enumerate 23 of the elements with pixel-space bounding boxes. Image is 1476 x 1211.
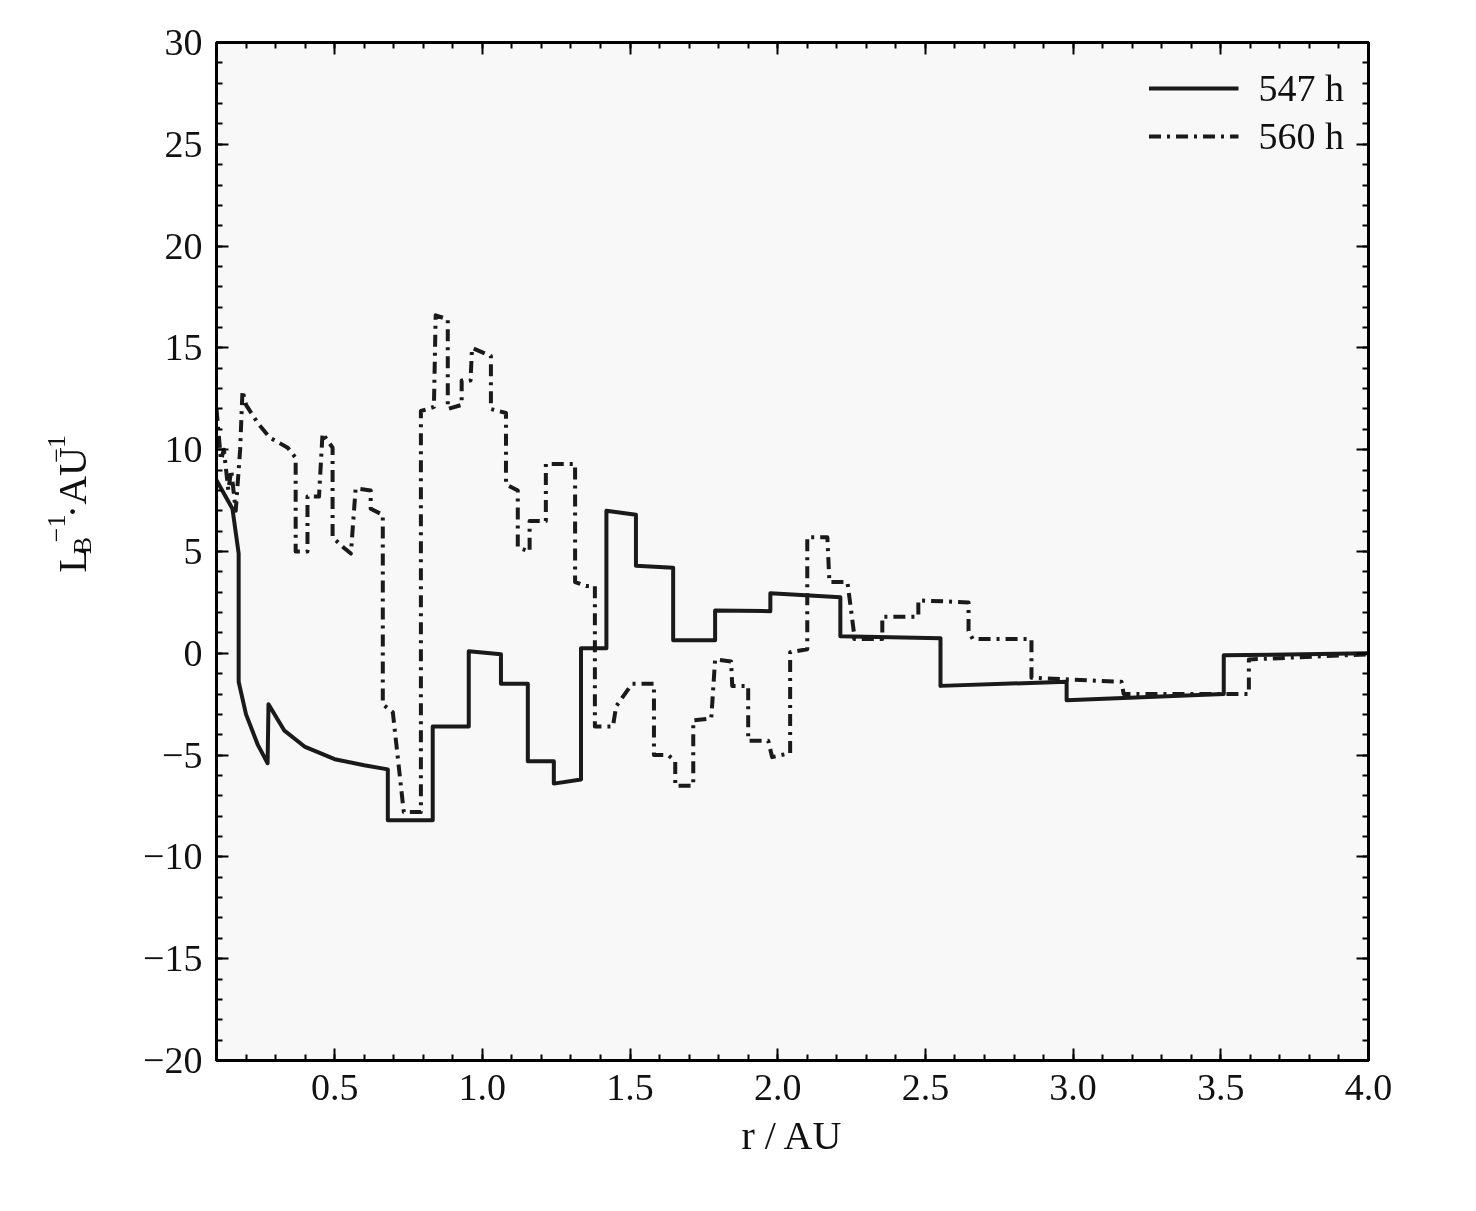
y-tick-label: −15 xyxy=(143,937,203,980)
y-tick-label: −10 xyxy=(143,835,203,878)
y-tick-label: −20 xyxy=(143,1039,203,1081)
y-tick-label: 0 xyxy=(183,631,203,674)
y-tick-label: 5 xyxy=(183,530,203,572)
y-tick-label: 15 xyxy=(164,326,203,369)
y-tick-label: 30 xyxy=(164,21,203,63)
y-tick-label: 10 xyxy=(164,428,203,471)
y-tick-label: −5 xyxy=(162,733,203,776)
legend-label: 560 h xyxy=(1258,114,1344,158)
y-tick-label: 20 xyxy=(164,224,203,267)
x-tick-label: 0.5 xyxy=(310,1065,359,1108)
x-tick-label: 3.5 xyxy=(1197,1065,1245,1108)
x-tick-label: 2.0 xyxy=(753,1065,802,1108)
y-axis-title: LB−1·AU−1 xyxy=(42,435,97,573)
x-tick-label: 2.5 xyxy=(901,1065,950,1108)
legend-label: 547 h xyxy=(1258,66,1344,110)
y-tick-label: 25 xyxy=(164,122,203,165)
x-axis-title: r / AU xyxy=(741,1112,842,1158)
x-tick-label: 3.0 xyxy=(1049,1065,1097,1108)
x-tick-label: 1.5 xyxy=(606,1065,654,1108)
x-tick-label: 4.0 xyxy=(1344,1065,1393,1108)
x-tick-label: 1.0 xyxy=(458,1065,507,1108)
